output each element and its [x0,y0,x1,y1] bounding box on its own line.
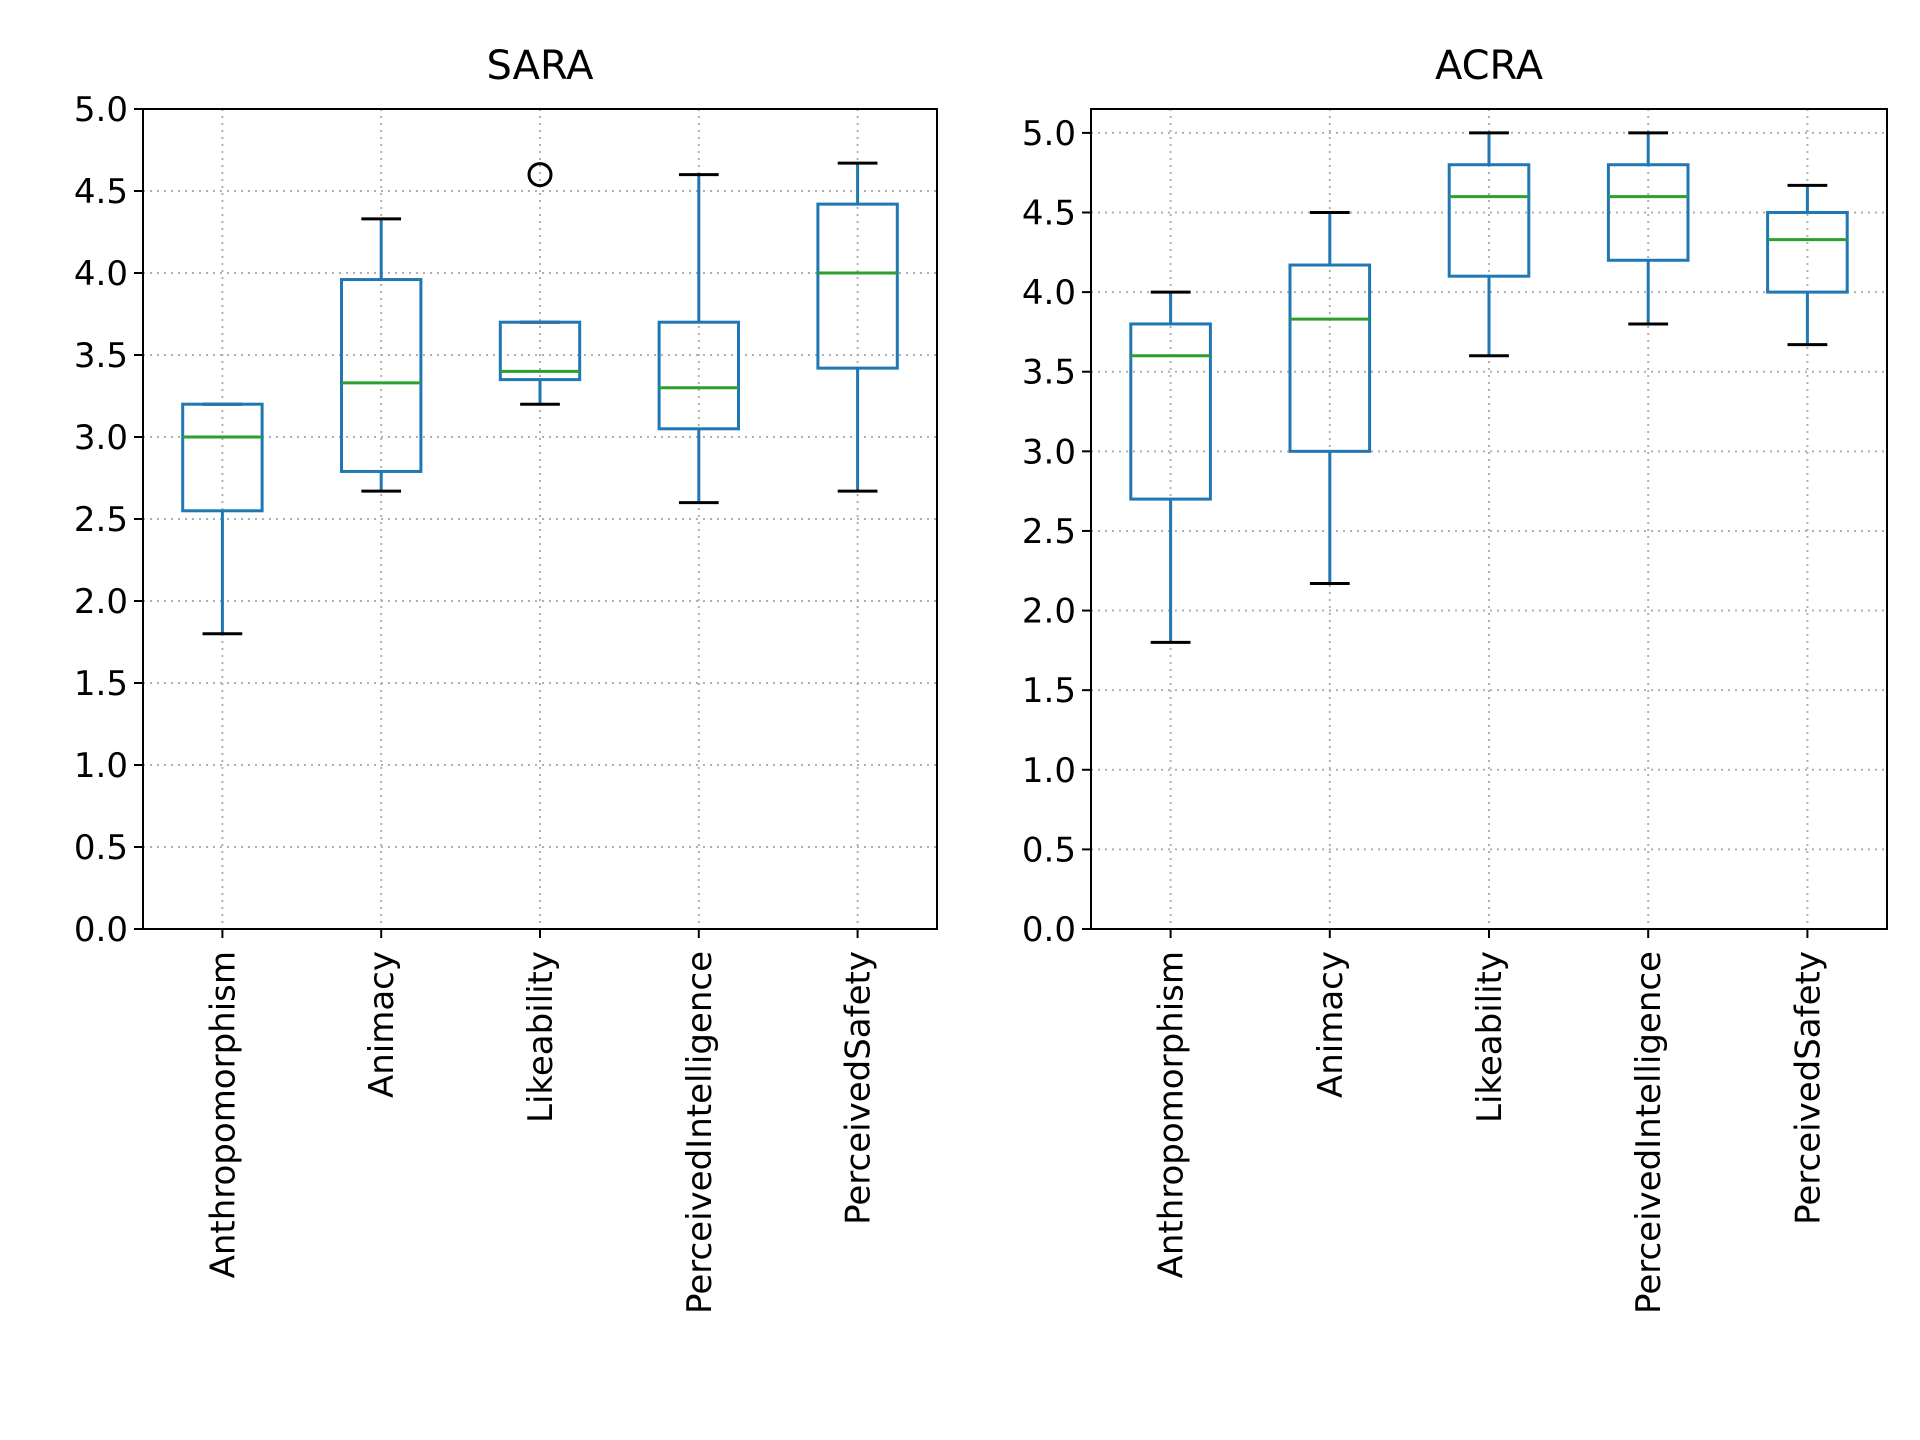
box-perceivedsafety [1766,183,1849,347]
y-tick-label: 4.5 [74,172,128,212]
x-tick-label: PerceivedSafety [839,951,879,1225]
y-tick-label: 0.0 [74,910,128,950]
box-iqr [1606,163,1690,262]
box-perceivedintelligence [1606,131,1690,326]
box-iqr [340,278,423,473]
y-tick-label: 3.5 [74,336,128,376]
y-tick-label: 0.0 [1022,910,1076,950]
y-tick-label: 1.5 [1022,671,1076,711]
box-iqr [1129,322,1212,501]
box-anthropomorphism [1129,290,1212,644]
y-tick-label: 1.0 [74,746,128,786]
y-tick-label: 0.5 [1022,830,1076,870]
y-tick-label: 3.0 [74,418,128,458]
y-tick-label: 2.0 [1022,592,1076,632]
box-likeability [1447,131,1531,358]
y-tick-label: 2.0 [74,582,128,622]
outlier-point [527,162,553,188]
x-tick-label: PerceivedSafety [1788,951,1828,1225]
box-animacy [1288,210,1372,585]
x-tick-label: Animacy [362,951,402,1098]
x-tick-label: Anthropomorphism [1152,951,1192,1278]
y-tick-label: 4.5 [1022,193,1076,233]
box-iqr [657,320,740,431]
box-likeability [498,162,582,406]
box-animacy [340,217,423,493]
y-tick-label: 2.5 [74,500,128,540]
chart-title: ACRA [1435,43,1544,89]
box-iqr [1766,210,1849,294]
y-tick-label: 1.0 [1022,751,1076,791]
y-tick-label: 3.5 [1022,353,1076,393]
y-tick-label: 3.0 [1022,432,1076,472]
y-tick-label: 2.5 [1022,512,1076,552]
box-iqr [1288,263,1372,453]
box-iqr [498,320,582,382]
acra-panel: 0.0 0.5 1.0 1.5 2.0 2.5 3.0 3.5 4.0 4.5 5.0 Anthrop… [1022,43,1888,1314]
sara-panel: 0.0 0.5 1.0 1.5 2.0 2.5 3.0 3.5 4.0 4.5 5.0 Anthrop… [74,43,938,1314]
x-tick-label: Anthropomorphism [203,951,243,1278]
x-tick-label: Likeability [1470,951,1510,1123]
box-iqr [816,202,899,370]
x-tick-label: PerceivedIntelligence [1629,951,1669,1314]
y-tick-label: 4.0 [74,254,128,294]
box-perceivedsafety [816,161,899,493]
y-tick-label: 0.5 [74,828,128,868]
x-tick-label: Likeability [521,951,561,1123]
y-tick-label: 5.0 [1022,114,1076,154]
box-iqr [1447,163,1531,278]
box-anthropomorphism [181,402,264,636]
y-tick-label: 1.5 [74,664,128,704]
y-tick-label: 5.0 [74,90,128,130]
y-tick-label: 4.0 [1022,273,1076,313]
x-tick-label: PerceivedIntelligence [680,951,720,1314]
box-perceivedintelligence [657,173,740,505]
box-iqr [181,402,264,513]
x-tick-label: Animacy [1311,951,1351,1098]
chart-title: SARA [486,43,594,89]
